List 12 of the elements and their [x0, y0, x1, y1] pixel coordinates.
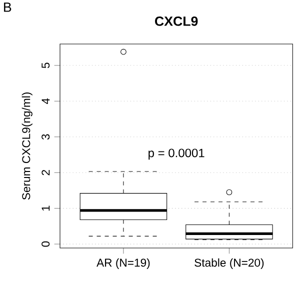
- y-tick-label: 5: [42, 62, 50, 68]
- y-tick-label: 0: [42, 241, 50, 247]
- x-tick-label: AR (N=19): [96, 258, 150, 269]
- y-tick-label: 1: [42, 206, 50, 211]
- x-tick-label: Stable (N=20): [194, 258, 264, 269]
- text: B: [4, 2, 12, 12]
- y-tick-label: 3: [42, 134, 50, 140]
- y-tick-label: 2: [42, 170, 50, 176]
- chart-title: CXCL9: [155, 16, 198, 26]
- y-axis-title: Serum CXCL9(ng/ml): [22, 92, 32, 200]
- annotation: p = 0.0001: [148, 148, 204, 160]
- y-tick-label: 4: [42, 98, 50, 104]
